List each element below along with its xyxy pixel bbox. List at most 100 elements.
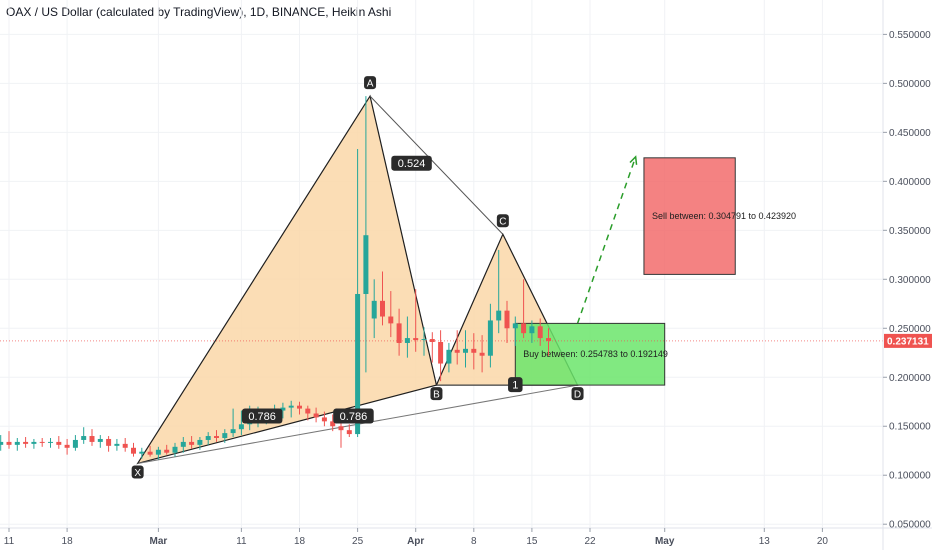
time-axis-label: Mar	[150, 536, 168, 547]
candle-body	[147, 451, 153, 455]
candle	[180, 437, 186, 453]
ratio-label: 0.524	[391, 155, 432, 171]
point-label-box	[131, 465, 144, 479]
candle	[305, 405, 311, 421]
candle	[363, 96, 369, 373]
ratio-label-text: 0.786	[248, 411, 276, 423]
price-zones[interactable]: Sell between: 0.304791 to 0.423920 Buy be…	[514, 157, 796, 386]
candle	[313, 407, 319, 423]
candle	[114, 438, 120, 451]
candle-body	[114, 443, 120, 446]
candle	[31, 438, 37, 449]
price-axis-label: 0.500000	[889, 79, 931, 90]
candle	[321, 411, 327, 427]
price-axis-label: 0.550000	[889, 30, 931, 41]
candle-body	[529, 326, 535, 334]
candle	[487, 303, 493, 368]
candle	[72, 435, 78, 451]
point-label-b: B	[430, 387, 443, 401]
candle	[64, 438, 70, 455]
candle-body	[31, 441, 37, 444]
price-axis-label: 0.450000	[889, 128, 931, 139]
candle	[106, 436, 112, 452]
candle-body	[446, 349, 452, 364]
candle-body	[131, 447, 136, 454]
candle-body	[371, 300, 377, 319]
candle-body	[388, 316, 394, 324]
candle	[23, 437, 29, 448]
current-price-tag-box	[884, 333, 932, 348]
time-axis-label: 25	[352, 536, 364, 547]
sell-zone-label: Sell between: 0.304791 to 0.423920	[652, 211, 796, 221]
candle	[288, 400, 294, 418]
candle-body	[64, 444, 70, 448]
candle	[504, 300, 510, 343]
candle-body	[222, 433, 228, 438]
candle	[413, 289, 419, 352]
candle-body	[205, 436, 211, 440]
candles	[0, 96, 883, 460]
candle-body	[155, 449, 161, 455]
candle-body	[89, 436, 95, 442]
point-label-text: D	[574, 390, 581, 401]
candle-body	[305, 408, 311, 414]
candle-body	[338, 426, 344, 431]
point-label-box	[571, 387, 584, 401]
pattern-labels: X A B C D 0.524 0.786 0.786 1	[131, 76, 584, 479]
candle	[479, 335, 485, 373]
point-label-text: A	[367, 79, 374, 90]
candle-body	[164, 449, 170, 453]
candle	[421, 327, 427, 356]
candle-body	[537, 326, 543, 339]
ratio-label: 0.786	[333, 408, 374, 424]
candle	[463, 330, 468, 368]
candle-body	[521, 323, 527, 334]
candle	[454, 330, 460, 365]
candle-body	[380, 300, 385, 317]
candle	[496, 249, 502, 334]
point-label-box	[364, 76, 377, 90]
candle-body	[504, 310, 510, 329]
candle-body	[106, 438, 112, 446]
pattern-triangle-xab	[136, 94, 438, 465]
candle	[197, 437, 203, 450]
candle	[48, 437, 53, 448]
candle-body	[297, 405, 302, 409]
candle	[546, 328, 551, 356]
candle	[529, 320, 535, 343]
candle-body	[487, 320, 493, 356]
candle	[6, 431, 12, 449]
candle-body	[238, 424, 244, 430]
candle-body	[413, 338, 419, 341]
candle	[97, 435, 103, 448]
price-axis-label: 0.250000	[889, 324, 931, 335]
price-axis-label: 0.100000	[889, 471, 931, 482]
time-axis[interactable]: 11 18 Mar 11 18 25 Apr 8 15 22 May 13 20	[0, 527, 932, 547]
candle	[39, 437, 45, 447]
candle	[438, 330, 444, 382]
candle-body	[97, 438, 103, 442]
ratio-label-text: 0.786	[340, 411, 368, 423]
candle	[14, 437, 20, 451]
point-label-text: X	[134, 468, 141, 479]
candle-body	[197, 439, 203, 445]
candle-body	[330, 421, 336, 427]
ratio-label-box	[508, 377, 523, 393]
point-label-text: C	[499, 217, 506, 228]
candle	[0, 435, 4, 451]
pattern-line-ac	[369, 95, 504, 235]
candle	[139, 447, 145, 459]
price-axis[interactable]: 0.550000 0.500000 0.450000 0.400000 0.350000…	[882, 0, 932, 550]
buy-zone-label: Buy between: 0.254783 to 0.192149	[523, 349, 668, 359]
candle-body	[355, 293, 361, 435]
candle-body	[496, 310, 502, 321]
candle-body	[512, 323, 518, 329]
candle-body	[280, 407, 286, 411]
candle-body	[23, 441, 29, 444]
candle	[388, 291, 394, 338]
candle-body	[172, 446, 178, 453]
price-axis-label: 0.150000	[889, 422, 931, 433]
candle-body	[48, 441, 53, 443]
candle	[471, 333, 477, 370]
